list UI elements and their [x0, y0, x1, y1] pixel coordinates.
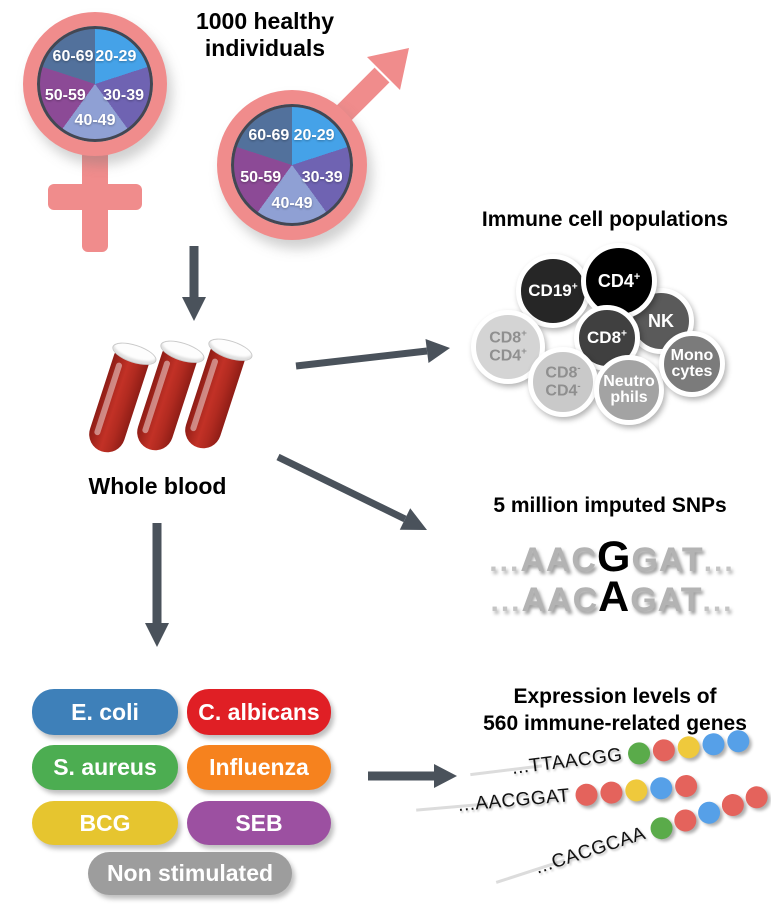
tube-gloss	[93, 361, 123, 436]
cell-label: Mono	[670, 346, 714, 364]
stimulus-s-aureus: S. aureus	[32, 745, 178, 790]
female-symbol-crossbar	[48, 184, 142, 210]
snp-sequence-ref: ...AACGGAT...	[489, 533, 735, 581]
arrow-blood-to-cells	[295, 347, 428, 370]
expression-dot	[599, 780, 624, 805]
page-title: 1000 healthy individuals	[170, 8, 360, 62]
immune-cells-title: Immune cell populations	[481, 208, 729, 231]
pie-label-20-29: 20-29	[95, 47, 137, 65]
ellipsis: ...	[703, 545, 735, 578]
pie-label-30-39: 30-39	[103, 87, 145, 105]
stimulus-c-albicans: C. albicans	[187, 689, 331, 735]
cell-label: CD8+	[489, 328, 527, 347]
expression-dot	[651, 738, 677, 763]
stimulus-non-stimulated: Non stimulated	[88, 852, 292, 895]
snp-variant-allele: A	[598, 573, 631, 621]
stimulus-e-coli: E. coli	[32, 689, 178, 735]
expression-dot	[647, 814, 676, 843]
cell-label: NK	[648, 310, 674, 331]
pie-label-50-59: 50-59	[44, 87, 86, 105]
ellipsis: ...	[489, 545, 521, 578]
cell-cd8neg-cd4neg: CD8- CD4-	[528, 347, 598, 417]
cell-neutrophils: Neutro phils	[594, 355, 664, 425]
expression-dot	[574, 782, 599, 807]
arrow-blood-to-snps	[276, 453, 407, 523]
cell-label: Neutro	[603, 372, 655, 390]
cell-label: CD4+	[597, 270, 641, 291]
cell-label: CD4-	[545, 381, 581, 400]
whole-blood-label: Whole blood	[88, 473, 227, 499]
ellipsis: ...	[490, 585, 522, 618]
expression-dot	[671, 806, 699, 835]
age-pie-male: 20-29 30-39 40-49 50-59 60-69	[231, 104, 353, 226]
cell-label: CD4+	[489, 346, 527, 365]
cell-monocytes: Mono cytes	[659, 331, 725, 397]
expression-dot	[701, 731, 727, 757]
expression-dot	[718, 791, 747, 819]
snp-variant-allele: G	[596, 533, 632, 581]
pie-label-40-49: 40-49	[271, 195, 313, 213]
expression-dot	[674, 774, 699, 798]
pie-label-20-29: 20-29	[293, 127, 335, 144]
snp-sequence-alt: ...AACAGAT...	[490, 573, 734, 621]
pie-label-60-69: 60-69	[248, 127, 290, 144]
ellipsis: ...	[702, 585, 734, 618]
expression-dot	[676, 735, 702, 760]
strand-sequence: ...CACGCAA	[532, 823, 649, 879]
stimulus-bcg: BCG	[32, 801, 178, 845]
expression-dot	[649, 776, 674, 801]
expression-dot	[627, 741, 652, 766]
strand-sequence: ...AACGGAT	[457, 785, 571, 816]
snps-title: 5 million imputed SNPs	[493, 494, 727, 517]
strand-sequence: ...TTAACGG	[510, 744, 624, 779]
stimulus-influenza: Influenza	[187, 745, 331, 790]
expression-dot	[742, 783, 771, 812]
male-symbol-ring: 20-29 30-39 40-49 50-59 60-69	[217, 90, 367, 240]
expression-dot	[624, 778, 649, 803]
female-symbol-ring: 20-29 30-39 40-49 50-59 60-69	[23, 12, 167, 156]
cell-label: CD8+	[587, 328, 627, 348]
expression-title-line1: Expression levels of	[513, 685, 717, 708]
pie-label-50-59: 50-59	[240, 168, 282, 186]
pie-label-60-69: 60-69	[52, 47, 94, 65]
expression-dot	[726, 728, 751, 754]
expression-title-line2: 560 immune-related genes	[483, 712, 747, 736]
page-title-line1: 1000 healthy	[195, 8, 335, 34]
stimulus-seb: SEB	[187, 801, 331, 845]
cell-label: phils	[610, 389, 648, 406]
cell-label: CD8-	[545, 363, 581, 382]
page-title-line2: individuals	[204, 35, 326, 62]
expression-dot	[695, 798, 723, 827]
pie-label-40-49: 40-49	[74, 112, 116, 130]
cell-label: CD19+	[528, 281, 578, 301]
pie-label-30-39: 30-39	[301, 168, 343, 186]
gene-strand: ...AACGGAT	[457, 774, 699, 817]
age-pie-female: 20-29 30-39 40-49 50-59 60-69	[37, 26, 153, 142]
cell-label: cytes	[671, 363, 713, 380]
expression-title: Expression levels of 560 immune-related …	[455, 683, 771, 738]
